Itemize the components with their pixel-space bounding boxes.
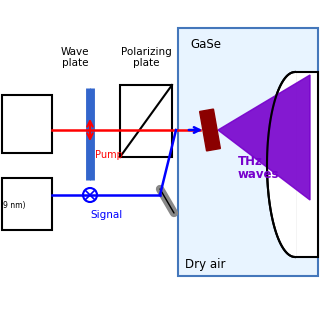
Bar xyxy=(120,85,172,157)
Bar xyxy=(295,72,318,257)
Bar xyxy=(2,95,52,153)
Text: plate: plate xyxy=(62,58,88,68)
Text: Polarizing: Polarizing xyxy=(121,47,172,57)
Polygon shape xyxy=(200,109,220,151)
Text: GaSe: GaSe xyxy=(190,38,221,51)
Text: waves: waves xyxy=(238,168,279,181)
Text: Pump: Pump xyxy=(95,150,123,160)
Text: Dry air: Dry air xyxy=(185,258,226,271)
Text: plate: plate xyxy=(133,58,159,68)
Polygon shape xyxy=(218,75,310,200)
Text: 9 nm): 9 nm) xyxy=(3,201,26,210)
Polygon shape xyxy=(267,72,295,257)
Text: Signal: Signal xyxy=(90,210,122,220)
Text: Wave: Wave xyxy=(61,47,89,57)
Bar xyxy=(178,28,318,276)
Text: THz: THz xyxy=(238,155,263,168)
Bar xyxy=(2,178,52,230)
